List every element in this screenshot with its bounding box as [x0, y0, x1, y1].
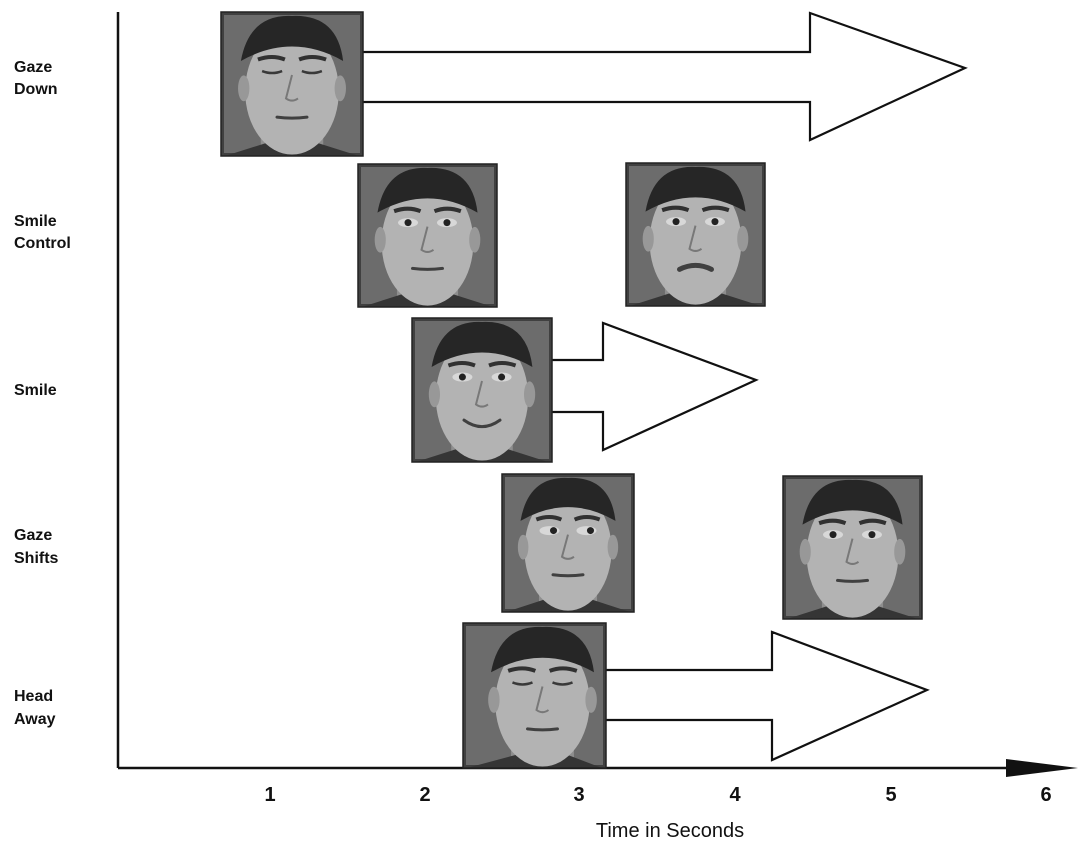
face-photos [220, 11, 923, 769]
face-photo [782, 475, 923, 620]
row-label-head-away-line1: Head [14, 688, 53, 705]
row-label-smile: Smile [14, 382, 57, 399]
x-tick-label: 2 [419, 784, 430, 806]
row-label-gaze-down-line1: Gaze [14, 59, 52, 76]
x-axis-arrowhead [1006, 759, 1078, 777]
row-label-gaze-shifts-line1: Gaze [14, 527, 52, 544]
row-label-gaze-shifts-line2: Shifts [14, 550, 59, 567]
face-photo [625, 162, 766, 307]
arrow-head-away [598, 630, 930, 762]
x-tick-label: 4 [729, 784, 741, 806]
face-photo [357, 163, 498, 308]
arrow-gaze-down [348, 11, 968, 142]
row-label-smile-control-line1: Smile [14, 213, 57, 230]
row-label-head-away-line2: Away [14, 711, 56, 728]
face-photo [462, 622, 607, 769]
row-label-gaze-down-line2: Down [14, 81, 58, 98]
x-tick-label: 1 [264, 784, 275, 806]
face-photo [501, 473, 635, 613]
x-tick-label: 5 [885, 784, 896, 806]
face-photo [411, 317, 553, 463]
x-axis-title: Time in Seconds [596, 820, 744, 842]
x-tick-label: 6 [1040, 784, 1051, 806]
face-photo [220, 11, 364, 157]
arrow-smile [543, 321, 759, 452]
x-tick-label: 3 [573, 784, 584, 806]
row-label-smile-control-line2: Control [14, 235, 71, 252]
